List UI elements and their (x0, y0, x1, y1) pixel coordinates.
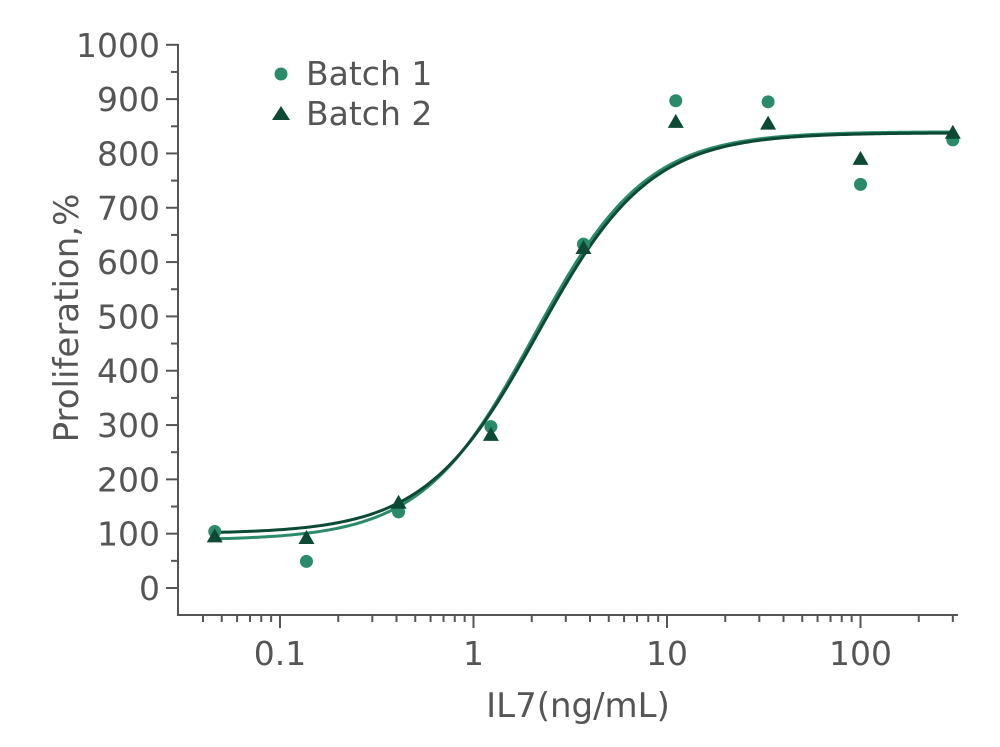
legend-label-batch-1: Batch 1 (306, 54, 432, 93)
data-point-batch-2 (206, 528, 223, 543)
data-point-batch-2 (667, 113, 684, 128)
data-point-batch-1 (484, 420, 498, 434)
y-tick-label: 800 (97, 134, 160, 173)
y-axis-title: Proliferation,% (47, 194, 87, 443)
y-ticks: 0 100 200 300 400 500 600 700 800 900 1000 (76, 26, 178, 608)
y-tick-label: 700 (97, 189, 160, 228)
data-point-batch-2 (298, 530, 315, 545)
legend: Batch 1 Batch 2 (272, 54, 432, 133)
x-tick-label: 1 (463, 634, 484, 673)
x-tick-label: 0.1 (254, 634, 306, 673)
x-axis-title: IL7(ng/mL) (486, 686, 670, 726)
y-tick-label: 100 (97, 515, 160, 554)
y-tick-label: 300 (97, 406, 160, 445)
data-point-batch-1 (669, 94, 683, 108)
y-tick-label: 200 (97, 460, 160, 499)
fit-curves (214, 130, 953, 541)
x-tick-label: 100 (829, 634, 892, 673)
y-tick-label: 500 (97, 297, 160, 336)
legend-label-batch-2: Batch 2 (306, 94, 432, 133)
axes (177, 44, 958, 616)
data-point-batch-2 (944, 124, 961, 139)
legend-marker-batch-2 (272, 106, 290, 120)
y-tick-label: 600 (97, 243, 160, 282)
data-point-batch-1 (761, 95, 775, 109)
fit-curve-batch-1 (214, 130, 953, 541)
y-tick-label: 400 (97, 352, 160, 391)
data-point-batch-1 (854, 177, 867, 191)
x-tick-label: 10 (646, 634, 688, 673)
x-ticks: 0.1 1 10 100 (201, 615, 954, 673)
y-tick-label: 1000 (76, 26, 160, 65)
data-point-batch-2 (575, 239, 592, 254)
data-points (206, 94, 961, 568)
data-point-batch-2 (482, 426, 499, 441)
y-tick-label: 0 (139, 569, 160, 608)
data-point-batch-2 (852, 150, 869, 165)
fit-curve-batch-2 (214, 131, 953, 534)
data-point-batch-1 (299, 554, 313, 568)
y-tick-label: 900 (97, 80, 160, 119)
legend-marker-batch-1 (274, 67, 288, 81)
data-point-batch-2 (760, 115, 777, 130)
data-point-batch-2 (390, 494, 407, 509)
